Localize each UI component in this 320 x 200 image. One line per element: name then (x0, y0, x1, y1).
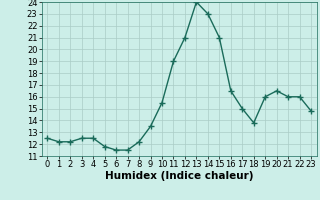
X-axis label: Humidex (Indice chaleur): Humidex (Indice chaleur) (105, 171, 253, 181)
